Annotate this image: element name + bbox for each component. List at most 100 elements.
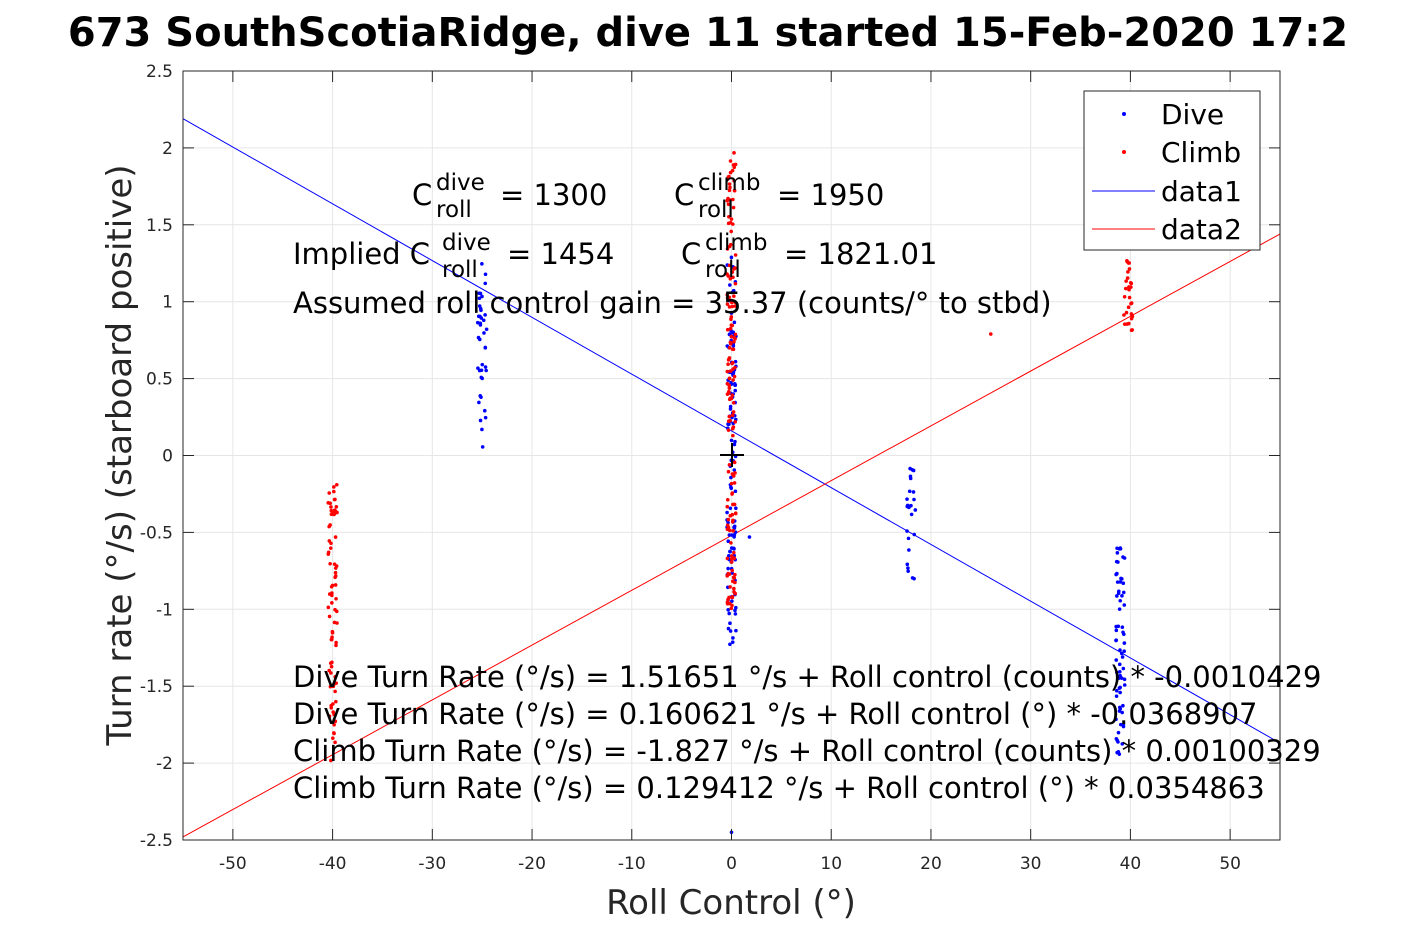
data-point-dive	[480, 294, 484, 299]
data-point-dive	[726, 626, 731, 631]
data-point-climb	[1124, 310, 1129, 315]
data-point-climb	[329, 512, 334, 517]
data-point-dive	[733, 383, 738, 387]
data-point-climb	[732, 502, 737, 507]
data-point-climb	[725, 504, 730, 509]
data-point-climb	[333, 689, 337, 694]
data-point-climb	[727, 356, 732, 360]
data-point-dive	[732, 525, 736, 530]
data-point-climb	[333, 583, 338, 587]
data-point-dive	[730, 599, 734, 603]
data-point-climb	[988, 332, 993, 336]
data-point-climb	[1127, 287, 1131, 292]
data-point-dive	[1119, 651, 1124, 656]
data-point-dive	[1119, 722, 1123, 727]
data-point-dive	[1121, 630, 1125, 635]
data-point-climb	[334, 609, 339, 614]
data-point-dive	[907, 489, 912, 494]
data-point-dive	[1118, 690, 1122, 695]
data-point-climb	[330, 631, 335, 635]
data-point-climb	[1122, 295, 1127, 299]
data-point-climb	[1129, 301, 1134, 305]
data-point-dive	[907, 548, 911, 552]
data-point-dive	[483, 415, 488, 420]
data-point-climb	[329, 541, 333, 546]
data-point-climb	[333, 740, 337, 745]
data-point-climb	[731, 197, 735, 202]
data-point-climb	[329, 664, 334, 669]
data-point-dive	[479, 308, 483, 313]
data-point-climb	[727, 214, 731, 219]
data-point-climb	[329, 508, 334, 513]
data-point-climb	[330, 591, 334, 595]
data-point-climb	[728, 185, 732, 190]
data-point-dive	[729, 475, 733, 480]
data-point-climb	[731, 205, 736, 210]
data-point-climb	[331, 736, 335, 740]
data-point-dive	[478, 394, 483, 398]
c-dive-label: C	[412, 178, 432, 212]
data-point-dive	[1116, 730, 1121, 735]
y-tick-label: 1	[162, 293, 173, 313]
data-point-climb	[1127, 267, 1132, 271]
data-point-climb	[729, 560, 734, 564]
data-point-dive	[1118, 705, 1122, 710]
data-point-climb	[733, 304, 738, 308]
data-point-dive	[1120, 594, 1124, 598]
data-point-climb	[327, 668, 331, 673]
y-tick-label: 0.5	[146, 370, 173, 390]
data-point-dive	[1121, 590, 1126, 595]
x-tick-label: 0	[726, 854, 737, 874]
x-tick-label: 40	[1120, 854, 1142, 874]
data-point-dive	[728, 283, 732, 287]
data-point-climb	[1122, 322, 1127, 326]
data-point-climb	[726, 517, 731, 522]
data-point-dive	[483, 345, 488, 350]
data-point-dive	[1118, 648, 1122, 652]
y-tick-label: 2	[162, 139, 173, 159]
legend-box	[1083, 90, 1261, 251]
data-point-climb	[332, 511, 337, 516]
x-tick-label: 50	[1219, 854, 1241, 874]
data-point-climb	[327, 614, 332, 619]
legend-climb-marker	[1122, 150, 1126, 154]
data-point-climb	[732, 188, 737, 193]
y-tick-label: -1	[156, 600, 173, 620]
data-point-climb	[725, 556, 730, 561]
data-point-dive	[1121, 581, 1126, 586]
data-point-dive	[732, 468, 737, 472]
data-point-climb	[730, 168, 735, 173]
fit-equations: Dive Turn Rate (°/s) = 1.51651 °/s + Rol…	[293, 660, 1321, 805]
data-point-climb	[327, 524, 331, 529]
data-point-climb	[725, 523, 730, 528]
data-point-climb	[334, 596, 338, 601]
data-point-climb	[328, 501, 333, 506]
data-point-dive	[734, 506, 738, 510]
data-point-climb	[729, 317, 733, 322]
data-point-dive	[480, 427, 484, 432]
x-axis-label: Roll Control (°)	[606, 883, 856, 923]
data-point-climb	[331, 684, 336, 689]
y-axis-label: Turn rate (°/s) (starboard positive)	[100, 164, 140, 746]
data-point-climb	[1123, 286, 1128, 291]
data-point-climb	[334, 643, 338, 648]
data-point-climb	[732, 586, 736, 591]
data-point-dive	[1118, 669, 1122, 674]
data-point-dive	[729, 380, 733, 385]
data-point-climb	[726, 419, 731, 424]
data-point-climb	[332, 489, 336, 494]
data-point-dive	[905, 562, 910, 567]
data-point-dive	[1117, 607, 1122, 611]
data-point-dive	[1117, 662, 1122, 667]
data-point-dive	[1122, 683, 1127, 687]
data-point-dive	[912, 576, 916, 581]
data-point-dive	[478, 418, 483, 423]
data-point-dive	[732, 532, 737, 537]
data-point-dive	[477, 368, 482, 373]
data-point-dive	[1114, 717, 1118, 722]
data-point-climb	[728, 276, 733, 281]
data-point-dive	[733, 612, 738, 616]
data-point-dive	[478, 321, 483, 326]
data-point-dive	[733, 388, 738, 393]
data-point-dive	[908, 474, 913, 479]
